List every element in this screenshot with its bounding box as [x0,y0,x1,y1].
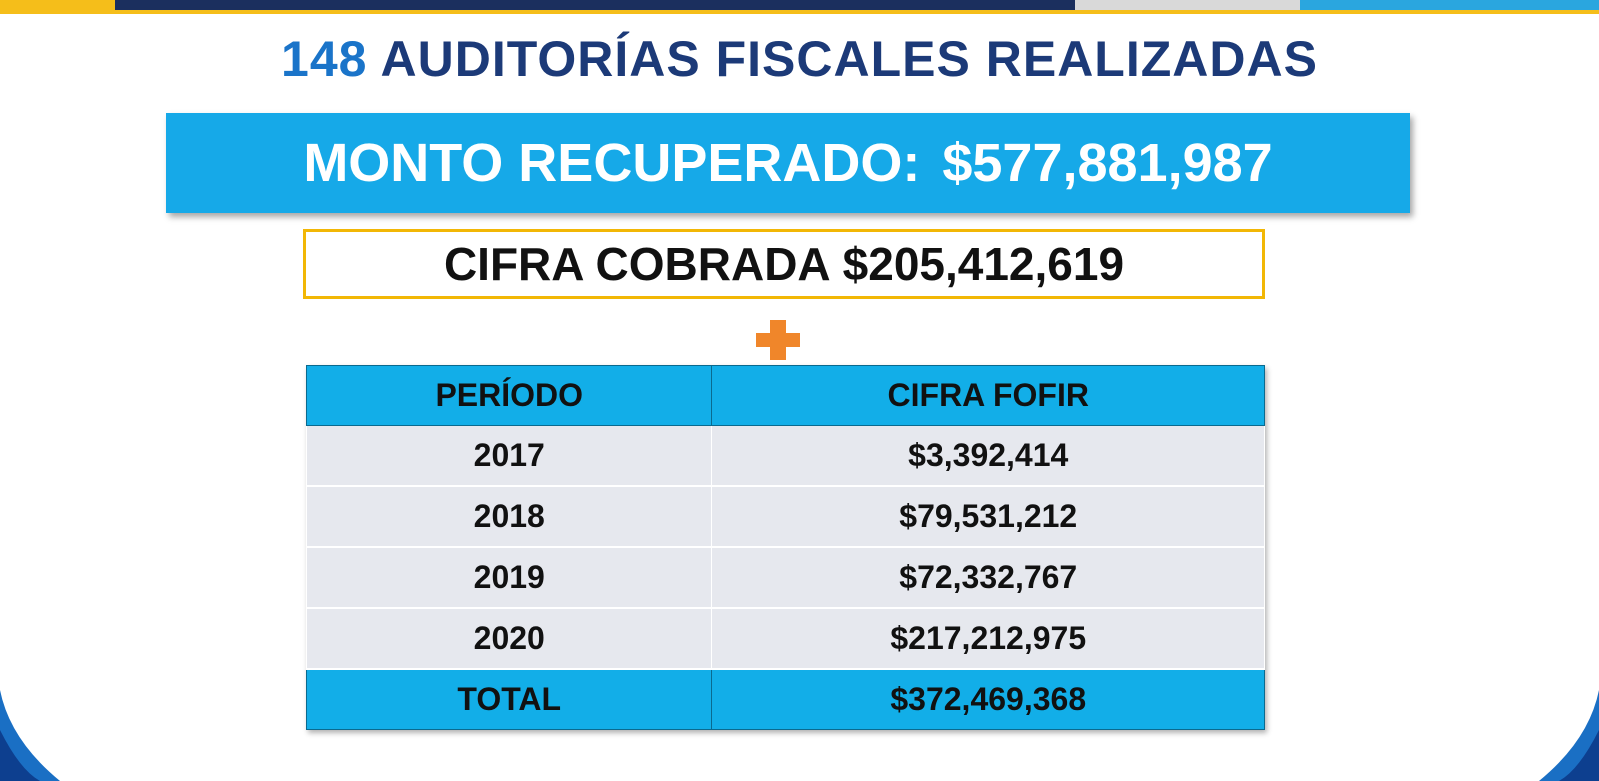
plus-icon [756,320,800,360]
row: 2017 $3,392,414 [305,425,1265,487]
cell: $217,212,975 [711,607,1265,670]
table: PERÍODO CIFRA FOFIR 2017 $3,392,414 2018 $79,… [305,365,1265,730]
title-text: AUDITORÍAS FISCALES REALIZADAS [380,31,1318,87]
recovered-value: $577,881,987 [942,133,1273,193]
recovered-label: MONTO RECUPERADO: [303,133,921,193]
cell: $72,332,767 [711,546,1265,609]
cell: $79,531,212 [711,485,1265,548]
cell: $372,469,368 [711,668,1265,730]
title-number: 148 [281,31,368,87]
title: 148 AUDITORÍAS FISCALES REALIZADAS [0,30,1599,88]
cell: 2017 [305,425,713,487]
cell: PERÍODO [305,365,713,426]
cell: 2018 [305,485,713,548]
collected-value: $205,412,619 [842,238,1125,290]
collected-label: CIFRA COBRADA [443,238,831,290]
total-row: TOTAL $372,469,368 [305,668,1265,730]
row: 2019 $72,332,767 [305,546,1265,609]
cell: CIFRA FOFIR [711,365,1265,426]
cell: 2020 [305,607,713,670]
row: 2018 $79,531,212 [305,485,1265,548]
cell: TOTAL [305,668,713,730]
recovered-box: MONTO RECUPERADO: $577,881,987 [166,113,1410,213]
row: 2020 $217,212,975 [305,607,1265,670]
cell: 2019 [305,546,713,609]
collected-box: CIFRA COBRADA $205,412,619 [303,229,1265,299]
header-row: PERÍODO CIFRA FOFIR [305,365,1265,426]
cell: $3,392,414 [711,425,1265,487]
